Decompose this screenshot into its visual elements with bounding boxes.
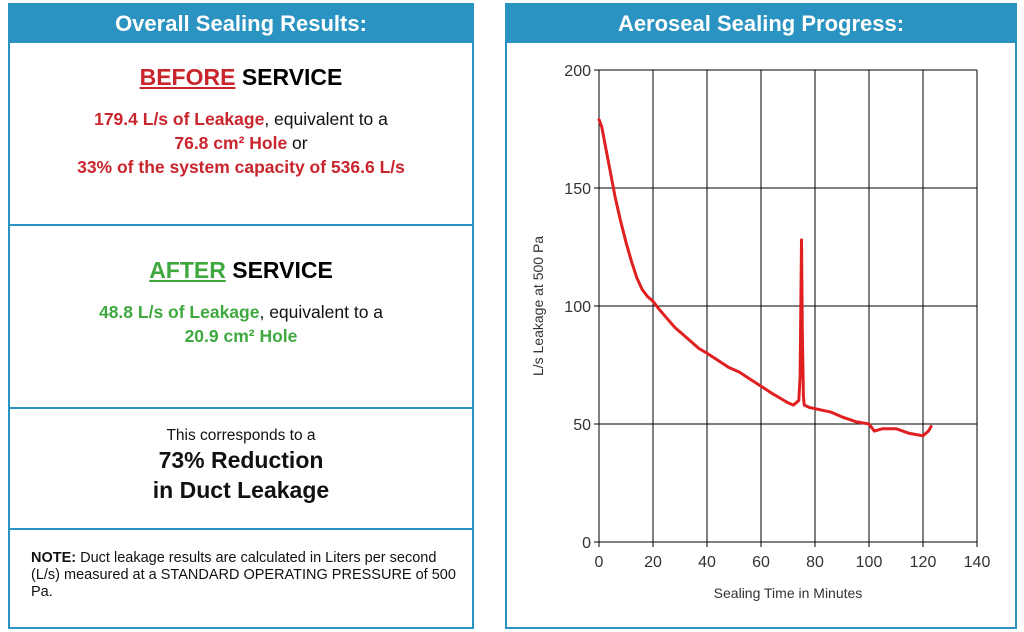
note-body: Duct leakage results are calculated in L…	[31, 550, 456, 600]
x-tick-label: 40	[698, 554, 716, 571]
y-tick-label: 50	[573, 417, 591, 434]
sealing-progress-panel: Aeroseal Sealing Progress: 0 20 40 60 80 100 1…	[505, 3, 1017, 629]
x-tick-label: 0	[595, 554, 604, 571]
y-tick-label: 150	[564, 181, 591, 198]
y-tick-label: 200	[564, 63, 591, 80]
x-tick-label: 140	[964, 554, 991, 571]
before-service-word: SERVICE	[241, 64, 343, 90]
note-text: NOTE: Duct leakage results are calculate…	[31, 550, 462, 601]
reduction-section: This corresponds to a 73% Reduction in D…	[10, 407, 472, 530]
overall-results-header: Overall Sealing Results:	[10, 5, 472, 43]
before-or-text: or	[287, 133, 308, 153]
after-service-word: SERVICE	[232, 257, 333, 283]
chart-title: Aeroseal Sealing Progress:	[507, 5, 1015, 43]
series-line-leakage	[597, 118, 933, 438]
note-label: NOTE:	[31, 550, 77, 566]
x-tick-label: 80	[806, 554, 824, 571]
before-label: BEFORE	[139, 64, 236, 90]
before-service-title: BEFORE SERVICE	[10, 64, 472, 91]
x-tick-label: 120	[910, 554, 937, 571]
y-tick-label: 100	[564, 299, 591, 316]
after-service-section: AFTER SERVICE 48.8 L/s of Leakage, equiv…	[10, 224, 472, 409]
before-equiv-text: , equivalent to a	[264, 109, 388, 129]
y-tick-label: 0	[582, 535, 591, 552]
after-hole: 20.9 cm² Hole	[184, 326, 298, 346]
after-service-title: AFTER SERVICE	[10, 257, 472, 284]
sealing-progress-chart: 0 20 40 60 80 100 120 140 0 50 100 150 200 Sealing T…	[530, 63, 990, 601]
overall-results-panel: Overall Sealing Results: BEFORE SERVICE …	[8, 3, 474, 629]
after-leakage: 48.8 L/s of Leakage	[98, 302, 260, 322]
before-service-section: BEFORE SERVICE 179.4 L/s of Leakage, equ…	[10, 43, 472, 226]
before-leakage: 179.4 L/s of Leakage	[94, 109, 265, 129]
reduction-line-2: in Duct Leakage	[152, 477, 330, 503]
chart-series	[597, 118, 933, 438]
x-axis-label: Sealing Time in Minutes	[714, 585, 863, 601]
note-section: NOTE: Duct leakage results are calculate…	[10, 528, 472, 629]
chart-tick-labels: 0 20 40 60 80 100 120 140 0 50 100 150 200	[564, 63, 990, 571]
after-label: AFTER	[149, 257, 226, 283]
before-details: 179.4 L/s of Leakage, equivalent to a 76…	[10, 107, 472, 179]
before-capacity: 33% of the system capacity of 536.6 L/s	[77, 157, 405, 177]
y-axis-label: L/s Leakage at 500 Pa	[530, 236, 546, 376]
chart-axes	[594, 69, 978, 547]
after-equiv-text: , equivalent to a	[259, 302, 384, 322]
before-hole: 76.8 cm² Hole	[174, 133, 288, 153]
after-details: 48.8 L/s of Leakage, equivalent to a 20.…	[10, 300, 472, 348]
chart-grid	[599, 69, 978, 542]
reduction-intro: This corresponds to a	[166, 427, 316, 444]
reduction-line-1: 73% Reduction	[158, 447, 324, 473]
x-tick-label: 20	[644, 554, 662, 571]
x-tick-label: 100	[856, 554, 883, 571]
x-tick-label: 60	[752, 554, 770, 571]
